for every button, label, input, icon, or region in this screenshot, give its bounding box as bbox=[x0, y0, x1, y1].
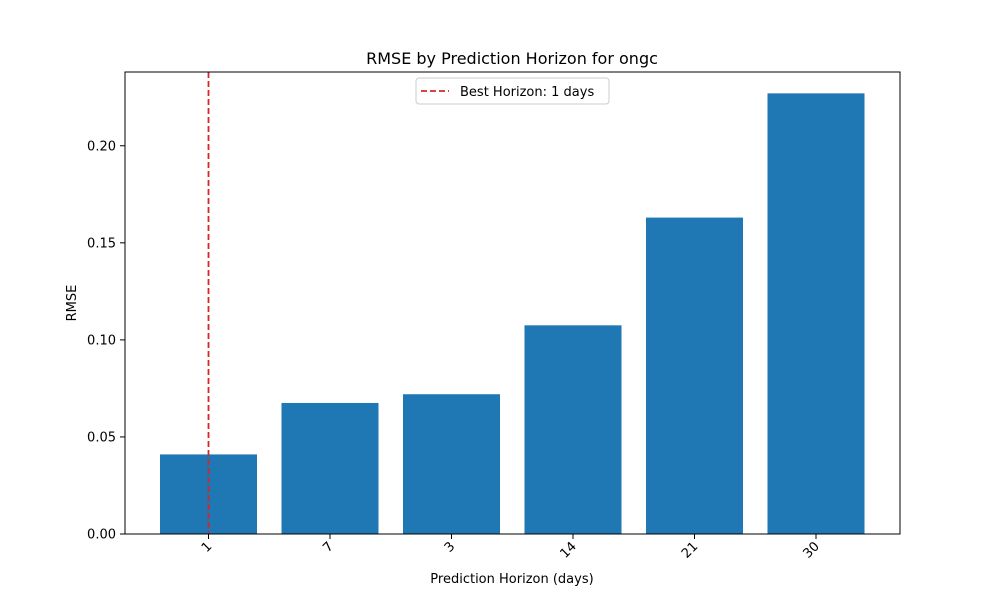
y-tick-label: 0.20 bbox=[87, 139, 116, 154]
legend-box bbox=[415, 77, 610, 105]
y-tick-label: 0.00 bbox=[87, 528, 116, 543]
bar-7 bbox=[281, 402, 379, 534]
bar-21 bbox=[646, 217, 743, 534]
x-tick-label: 14 bbox=[558, 539, 580, 561]
y-tick-label: 0.15 bbox=[87, 236, 116, 251]
bar-30 bbox=[767, 93, 865, 535]
x-axis-label: Prediction Horizon (days) bbox=[430, 572, 593, 587]
y-tick-label: 0.10 bbox=[87, 333, 116, 348]
x-tick-label: 30 bbox=[801, 539, 823, 561]
y-tick-label: 0.05 bbox=[87, 430, 116, 445]
bar-1 bbox=[160, 454, 257, 534]
bar-3 bbox=[403, 394, 500, 534]
y-axis-label: RMSE bbox=[65, 285, 80, 322]
plot-frame bbox=[124, 71, 901, 535]
x-tick-label: 3 bbox=[442, 539, 458, 555]
bar-14 bbox=[524, 325, 622, 534]
x-tick-label: 7 bbox=[320, 539, 336, 555]
chart-title: RMSE by Prediction Horizon for ongc bbox=[366, 49, 658, 68]
legend: Best Horizon: 1 days bbox=[415, 77, 610, 105]
legend-entry-best-horizon: Best Horizon: 1 days bbox=[460, 85, 594, 100]
x-tick-label: 1 bbox=[199, 539, 215, 555]
x-tick-label: 21 bbox=[679, 539, 701, 561]
bars-layer bbox=[160, 93, 865, 535]
y-axis: 0.00 0.05 0.10 0.15 0.20 bbox=[87, 139, 125, 543]
x-axis: 1 7 3 14 21 30 bbox=[199, 534, 823, 562]
